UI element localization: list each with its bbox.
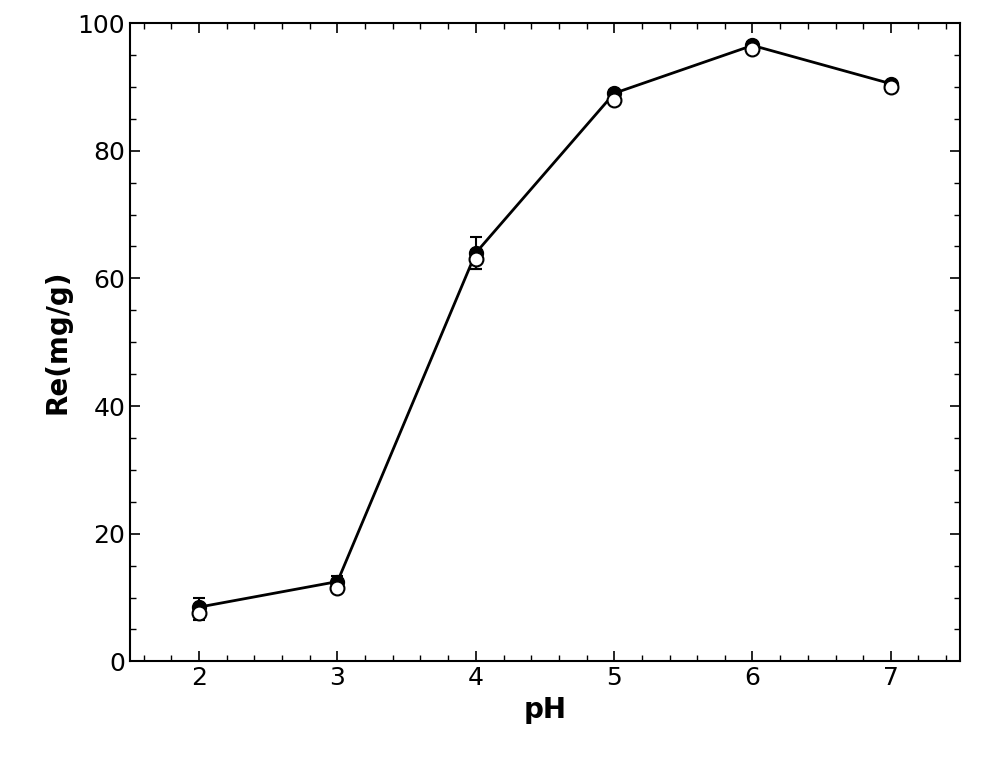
Y-axis label: Re(mg/g): Re(mg/g): [44, 270, 72, 414]
X-axis label: pH: pH: [524, 696, 566, 724]
